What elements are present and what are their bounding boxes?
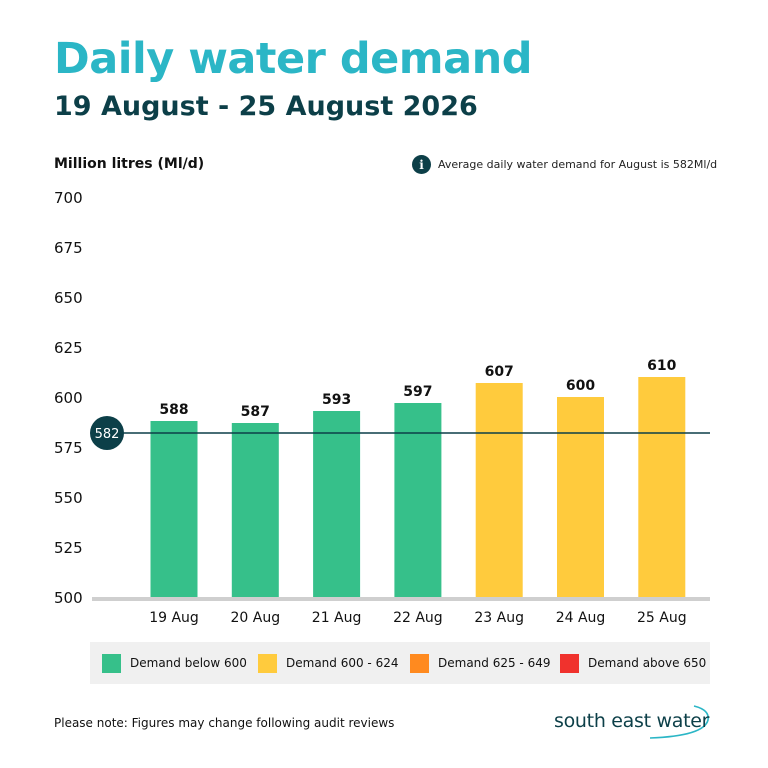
bar bbox=[150, 421, 198, 597]
data-label: 610 bbox=[647, 358, 676, 374]
south-east-water-logo[interactable]: south east water bbox=[554, 702, 714, 742]
x-tick-label: 25 Aug bbox=[637, 610, 687, 626]
y-tick-label: 625 bbox=[54, 339, 83, 357]
data-label: 588 bbox=[159, 402, 188, 418]
average-demand-text: Average daily water demand for August is… bbox=[438, 158, 718, 171]
data-label: 607 bbox=[485, 364, 514, 380]
chart-subtitle: 19 August - 25 August 2026 bbox=[54, 91, 478, 122]
y-tick-label: 500 bbox=[54, 589, 83, 607]
x-tick-label: 19 Aug bbox=[149, 610, 199, 626]
legend-swatch bbox=[560, 653, 579, 673]
y-tick-label: 675 bbox=[54, 239, 83, 257]
legend-item-above-650: Demand above 650 bbox=[560, 653, 707, 673]
y-tick-label: 700 bbox=[54, 189, 83, 207]
legend-label: Demand above 650 bbox=[588, 656, 707, 670]
bar bbox=[557, 397, 604, 597]
bar bbox=[475, 383, 523, 597]
logo-swoosh-icon bbox=[649, 705, 710, 739]
info-icon: i bbox=[412, 155, 431, 174]
legend-swatch bbox=[258, 653, 277, 673]
x-tick-label: 20 Aug bbox=[230, 610, 280, 626]
legend-swatch bbox=[102, 653, 121, 673]
y-tick-label: 575 bbox=[54, 439, 83, 457]
data-label: 600 bbox=[566, 378, 595, 394]
bar bbox=[231, 423, 279, 597]
x-tick-label: 24 Aug bbox=[556, 610, 606, 626]
data-label: 593 bbox=[322, 392, 351, 408]
average-marker bbox=[90, 416, 124, 450]
legend-swatch bbox=[410, 653, 429, 673]
y-tick-label: 525 bbox=[54, 539, 83, 557]
y-tick-label: 550 bbox=[54, 489, 83, 507]
y-tick-label: 650 bbox=[54, 289, 83, 307]
bar-chart: 700 675 650 625 600 575 550 525 500 588 19 Aug 587 2… bbox=[54, 189, 710, 626]
average-demand-note: i Average daily water demand for August … bbox=[412, 155, 717, 174]
legend-label: Demand 625 - 649 bbox=[438, 656, 551, 670]
data-label: 587 bbox=[241, 404, 270, 420]
chart-title: Daily water demand bbox=[54, 34, 532, 84]
legend-label: Demand 600 - 624 bbox=[286, 656, 399, 670]
legend-item-600-624: Demand 600 - 624 bbox=[258, 653, 399, 673]
average-marker-label: 582 bbox=[95, 427, 120, 442]
audit-footnote: Please note: Figures may change followin… bbox=[54, 716, 395, 730]
bar bbox=[313, 411, 361, 597]
x-tick-label: 23 Aug bbox=[474, 610, 524, 626]
bar bbox=[394, 403, 442, 597]
x-tick-label: 21 Aug bbox=[312, 610, 362, 626]
y-axis-unit-label: Million litres (Ml/d) bbox=[54, 156, 205, 172]
brand-name: south east water bbox=[554, 710, 710, 732]
legend: Demand below 600 Demand 600 - 624 Demand… bbox=[90, 642, 710, 684]
legend-item-625-649: Demand 625 - 649 bbox=[410, 653, 551, 673]
legend-item-below-600: Demand below 600 bbox=[102, 653, 247, 673]
bar bbox=[638, 377, 686, 597]
data-label: 597 bbox=[403, 384, 432, 400]
y-tick-label: 600 bbox=[54, 389, 83, 407]
legend-label: Demand below 600 bbox=[130, 656, 247, 670]
x-tick-label: 22 Aug bbox=[393, 610, 443, 626]
